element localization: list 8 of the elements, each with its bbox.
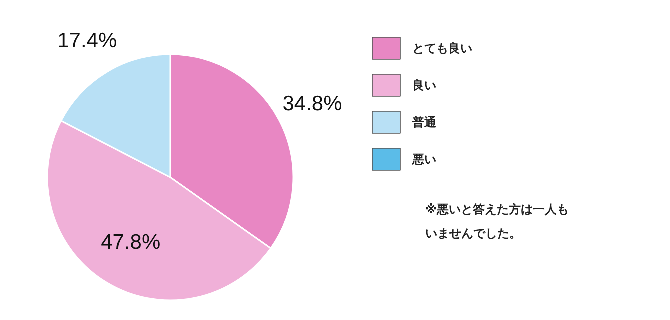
text: ※悪いと答えた方は一人もいませんでした。 <box>426 202 570 240</box>
legend-label: 普通 <box>412 116 438 130</box>
data-label: 34.8% <box>282 92 342 116</box>
legend-label: 悪い <box>412 152 436 166</box>
data-label: 17.4% <box>58 29 118 52</box>
legend-label: とても良い <box>412 42 472 56</box>
data-label: 47.8% <box>101 231 161 254</box>
legend-label: 良い <box>412 78 436 92</box>
